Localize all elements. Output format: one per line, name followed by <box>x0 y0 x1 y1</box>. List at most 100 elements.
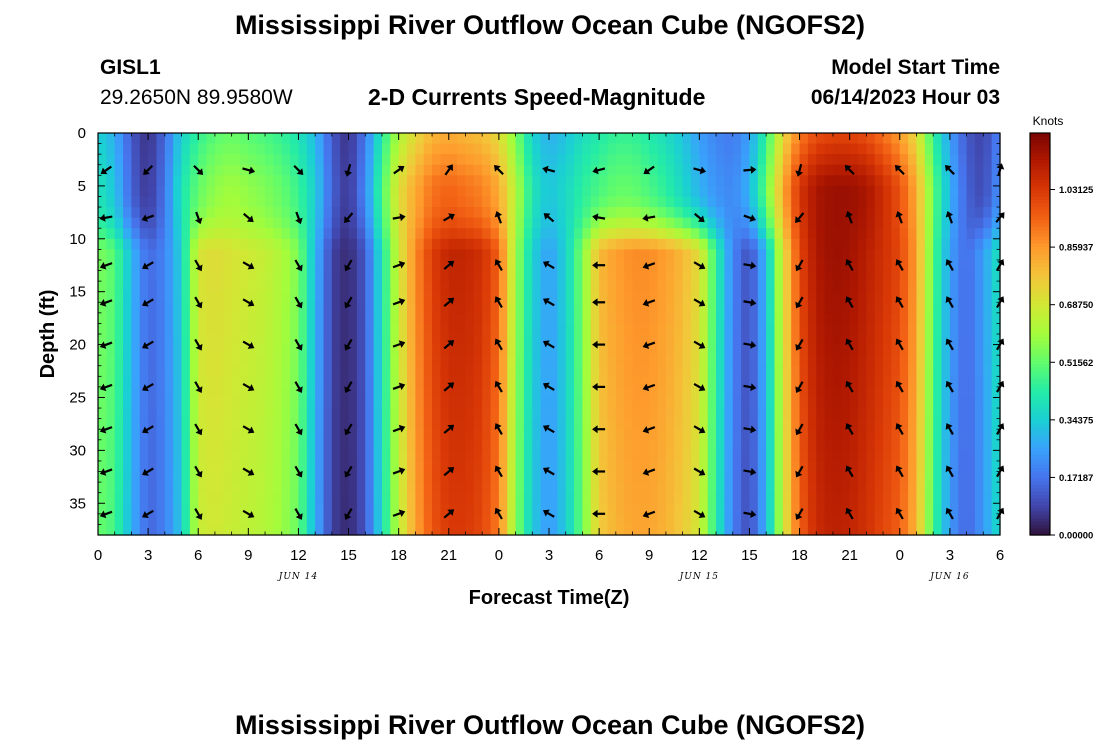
current-vector-arrow <box>844 165 855 176</box>
heat-cell <box>173 408 183 420</box>
current-vector-arrow <box>344 212 354 223</box>
vector-head <box>945 380 953 388</box>
heat-cell <box>858 513 867 526</box>
heat-cell <box>749 418 759 430</box>
vector-head <box>750 261 757 270</box>
heat-cell <box>791 207 801 219</box>
heat-cell <box>582 323 592 335</box>
heat-cell <box>832 344 842 356</box>
colorbar-segment <box>1030 280 1050 285</box>
heat-cell <box>690 154 700 166</box>
heat-cell <box>164 524 174 536</box>
heat-cell <box>858 524 867 536</box>
heat-cell <box>440 291 450 303</box>
heat-cell <box>590 471 600 483</box>
heat-cell <box>448 429 458 441</box>
heat-cell <box>98 196 107 208</box>
heat-cell <box>649 217 659 229</box>
heat-cell <box>164 143 174 155</box>
heat-cell <box>256 196 266 208</box>
heat-cell <box>273 418 283 430</box>
heat-cell <box>465 355 475 367</box>
heat-cell <box>373 185 383 198</box>
heat-cell <box>507 439 517 451</box>
heat-cell <box>674 503 684 515</box>
heat-cell <box>657 355 667 367</box>
heat-cell <box>373 524 383 536</box>
heat-cell <box>924 175 934 187</box>
heat-cell <box>340 397 350 409</box>
heat-cell <box>423 249 433 261</box>
heat-cell <box>457 355 467 367</box>
heat-cell <box>164 408 174 420</box>
heat-cell <box>891 270 901 282</box>
vector-head <box>845 338 853 346</box>
heat-cell <box>782 450 792 462</box>
heat-cell <box>757 143 767 155</box>
heat-cell <box>674 217 684 229</box>
heat-cell <box>757 376 767 388</box>
heat-cell <box>398 312 408 325</box>
current-vector-arrow <box>143 164 154 175</box>
vector-head <box>542 260 550 268</box>
heat-cell <box>949 344 959 356</box>
heat-cell <box>98 386 107 399</box>
heat-cell <box>114 334 124 346</box>
heat-cell <box>974 133 984 145</box>
heat-cell <box>390 376 400 388</box>
heat-cell <box>440 154 450 166</box>
heat-cell <box>774 386 784 399</box>
heat-cell <box>665 217 675 229</box>
heat-cell <box>632 386 642 399</box>
heat-cell <box>348 429 358 441</box>
heat-cell <box>933 249 943 261</box>
heat-cell <box>148 397 158 409</box>
heat-cell <box>173 513 183 526</box>
heat-cell <box>356 238 366 250</box>
heat-cell <box>657 228 667 240</box>
heat-cell <box>390 249 400 261</box>
heat-cell <box>173 175 183 187</box>
heat-cell <box>941 207 951 219</box>
heat-cell <box>849 323 859 335</box>
heat-cell <box>874 418 884 430</box>
heat-cell <box>941 524 951 536</box>
heat-cell <box>549 302 558 314</box>
heat-cell <box>599 376 609 388</box>
heat-cell <box>490 196 500 208</box>
current-vector-arrow <box>443 424 455 434</box>
heat-cell <box>356 228 366 240</box>
heat-cell <box>523 238 533 250</box>
heat-cell <box>523 207 533 219</box>
heat-cell <box>699 207 709 219</box>
heat-cell <box>323 503 333 515</box>
heat-cell <box>849 249 859 261</box>
heat-cell <box>106 334 116 346</box>
heat-cell <box>482 133 492 145</box>
heat-cell <box>933 397 943 409</box>
heat-cell <box>407 503 416 515</box>
heat-cell <box>131 270 141 282</box>
heat-cell <box>273 207 283 219</box>
heat-cell <box>407 365 416 377</box>
heat-cell <box>540 365 550 377</box>
heat-cell <box>265 397 274 409</box>
heat-cell <box>732 492 742 504</box>
heat-cell <box>924 323 934 335</box>
heat-cell <box>206 503 216 515</box>
heat-cell <box>290 312 300 325</box>
heat-cell <box>682 312 692 325</box>
heat-cell <box>181 355 191 367</box>
current-vector-arrow <box>542 340 555 349</box>
heat-cell <box>724 471 734 483</box>
heat-cell <box>699 492 709 504</box>
heat-cell <box>716 133 725 145</box>
heat-cell <box>423 503 433 515</box>
heat-cell <box>874 196 884 208</box>
heat-cell <box>874 164 884 176</box>
heat-cell <box>849 355 859 367</box>
heat-cell <box>281 207 291 219</box>
heat-cell <box>624 397 634 409</box>
heat-cell <box>131 302 141 314</box>
heat-cell <box>983 513 993 526</box>
